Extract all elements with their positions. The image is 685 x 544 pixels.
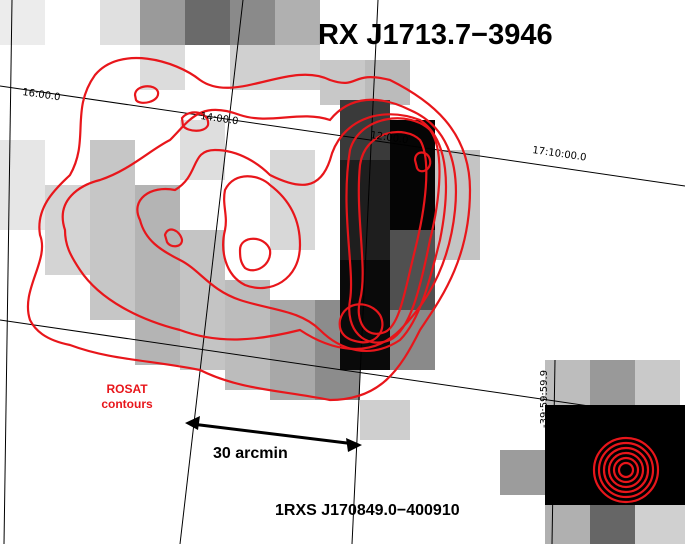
source-label: 1RXS J170849.0−400910	[275, 502, 460, 519]
contour-label: contours	[101, 397, 153, 411]
sky-map: RX J1713.7−3946 16:00.0 14:00.0 12:00.0 …	[0, 0, 685, 544]
title: RX J1713.7−3946	[318, 19, 553, 51]
coordinate-label: -39:59:59.9	[539, 370, 550, 428]
xray-image	[0, 0, 685, 544]
scale-label: 30 arcmin	[213, 445, 288, 462]
contour-label: ROSAT	[106, 382, 148, 396]
